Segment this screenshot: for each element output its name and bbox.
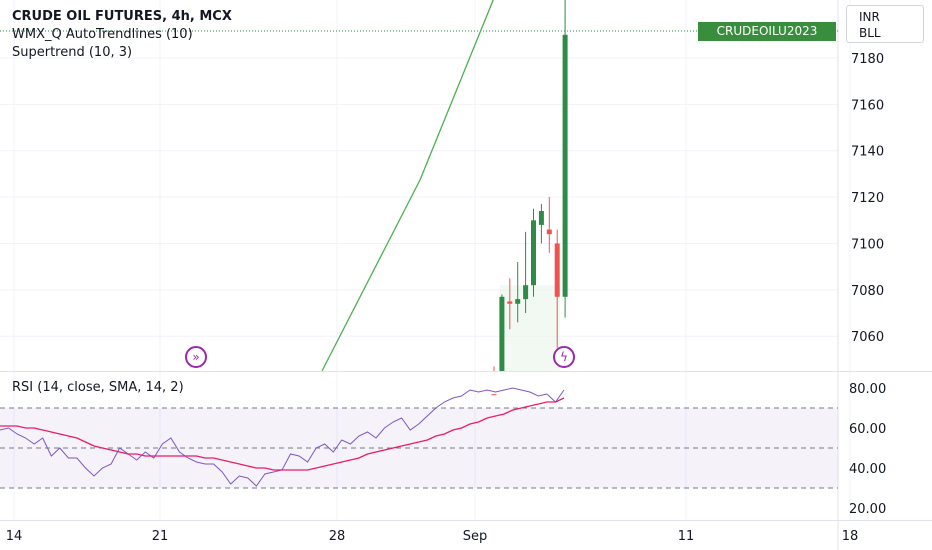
time-tick-label: 14 <box>6 529 23 544</box>
symbol-title[interactable]: CRUDE OIL FUTURES, 4h, MCX <box>12 9 232 24</box>
rsi-axis: 80.00 60.00 40.00 20.00 <box>849 382 886 517</box>
price-tick-label: 7140 <box>851 145 884 160</box>
candle-highlight <box>500 285 560 371</box>
candle-body <box>491 394 497 396</box>
candle-body <box>499 296 505 371</box>
chart-legend: CRUDE OIL FUTURES, 4h, MCX WMX_Q AutoTre… <box>12 8 232 62</box>
time-tick-label: 11 <box>678 529 695 544</box>
rsi-tick-label: 80.00 <box>849 382 886 397</box>
candle-body <box>523 285 529 300</box>
time-axis: 14 21 28 Sep 11 18 <box>6 529 859 544</box>
symbol-price-tag: CRUDEOILU2023 <box>698 22 836 41</box>
time-tick-label: 21 <box>152 529 169 544</box>
indicator-supertrend-label[interactable]: Supertrend (10, 3) <box>12 45 133 60</box>
time-tick-label: 28 <box>329 529 346 544</box>
candle-body <box>546 229 552 235</box>
rsi-ma-line <box>0 397 565 471</box>
grid <box>0 0 851 520</box>
candle-body <box>554 243 560 297</box>
candle-body <box>507 301 513 304</box>
price-tick-label: 7060 <box>851 330 884 345</box>
rsi-pane <box>0 387 838 489</box>
rsi-tick-label: 20.00 <box>849 502 886 517</box>
candle-body <box>562 34 568 297</box>
indicator-trendlines-label[interactable]: WMX_Q AutoTrendlines (10) <box>12 27 193 42</box>
auto-trendline-2 <box>419 0 494 181</box>
lightning-icon[interactable]: ϟ <box>553 346 575 368</box>
candles <box>491 0 568 396</box>
rsi-legend[interactable]: RSI (14, close, SMA, 14, 2) <box>12 380 184 395</box>
auto-trendline-1 <box>321 179 421 372</box>
price-tick-label: 7100 <box>851 237 884 252</box>
candle-body <box>515 299 521 304</box>
trend-fill-area <box>500 285 560 371</box>
rsi-tick-label: 40.00 <box>849 462 886 477</box>
unit-label: BLL <box>859 26 881 40</box>
price-tick-label: 7080 <box>851 284 884 299</box>
fast-forward-icon[interactable]: » <box>185 346 207 368</box>
price-axis: 7180 7160 7140 7120 7100 7080 7060 <box>851 52 884 345</box>
price-tick-label: 7160 <box>851 98 884 113</box>
time-tick-label: 18 <box>842 529 859 544</box>
candle-body <box>531 220 536 286</box>
rsi-tick-label: 60.00 <box>849 422 886 437</box>
price-tick-label: 7180 <box>851 52 884 67</box>
candle-body <box>538 211 544 225</box>
currency-unit-box[interactable]: INR BLL <box>846 5 924 43</box>
time-tick-label: Sep <box>463 529 488 544</box>
currency-label: INR <box>859 10 880 24</box>
price-tick-label: 7120 <box>851 191 884 206</box>
